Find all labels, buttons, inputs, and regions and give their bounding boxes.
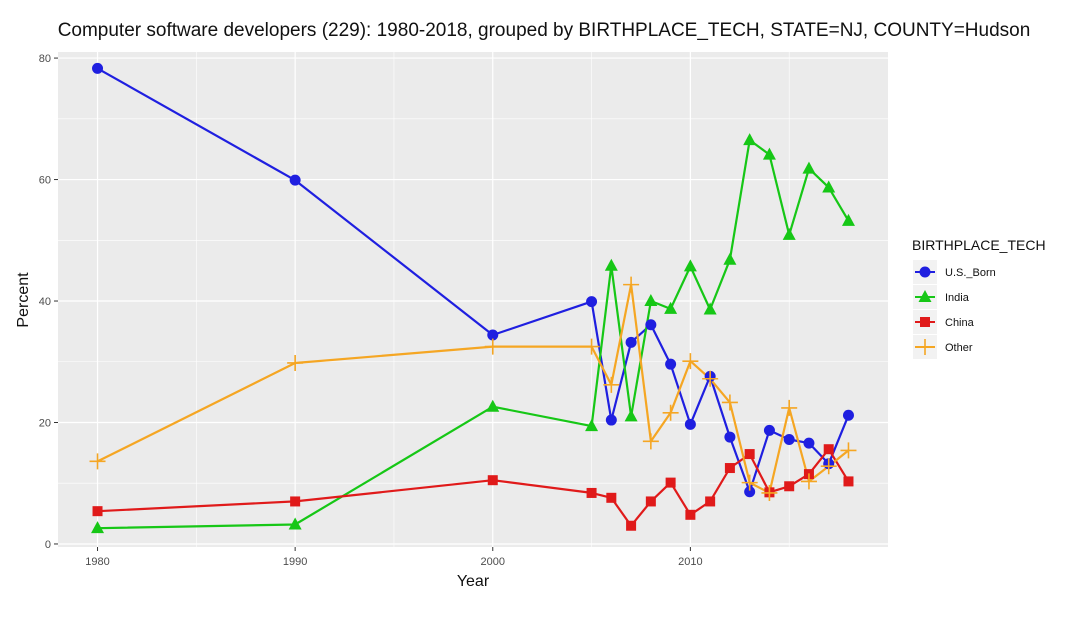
legend-title: BIRTHPLACE_TECH (912, 237, 1046, 253)
data-point-china (843, 476, 854, 487)
data-point-u-s-born (783, 433, 795, 445)
data-point-other (721, 394, 738, 411)
data-point-u-s-born (92, 62, 104, 74)
data-point-other (761, 484, 778, 501)
legend-marker-u-s-born (919, 266, 931, 278)
data-point-other (741, 474, 758, 491)
data-point-india (664, 301, 678, 314)
y-axis: 0 20 40 60 80 (39, 53, 58, 551)
data-point-india (723, 252, 737, 265)
data-point-china (606, 492, 617, 503)
y-axis-title: Percent (15, 272, 32, 328)
x-tick-label: 2000 (481, 556, 505, 568)
legend-label-china: China (945, 317, 975, 329)
data-point-india (288, 517, 302, 530)
data-point-china (586, 487, 597, 498)
data-point-india (782, 227, 796, 240)
data-point-u-s-born (744, 486, 756, 498)
data-point-india (585, 419, 599, 432)
data-point-other (800, 473, 817, 490)
data-point-other (840, 442, 857, 459)
y-tick-label: 20 (39, 417, 51, 429)
data-point-other (583, 338, 600, 355)
data-point-india (703, 302, 717, 315)
data-point-china (724, 463, 735, 474)
data-point-other (623, 276, 640, 293)
data-point-u-s-born (289, 174, 301, 186)
data-point-u-s-born (724, 431, 736, 443)
data-point-u-s-born (842, 409, 854, 421)
data-point-u-s-born (665, 358, 677, 370)
data-point-china (823, 444, 834, 455)
chart-title: Computer software developers (229): 1980… (58, 20, 1031, 41)
data-point-india (802, 161, 816, 174)
x-tick-label: 1990 (283, 556, 307, 568)
data-point-other (662, 404, 679, 421)
data-point-india (841, 213, 855, 226)
data-point-india (624, 409, 638, 422)
data-point-india (91, 521, 105, 534)
data-point-other (682, 353, 699, 370)
legend-label-u-s-born: U.S._Born (945, 267, 996, 279)
data-point-other (287, 354, 304, 371)
data-point-china (290, 496, 301, 507)
data-point-other (89, 453, 106, 470)
y-tick-label: 80 (39, 53, 51, 65)
data-point-china (685, 509, 696, 520)
data-point-u-s-born (803, 437, 815, 449)
data-point-other (642, 433, 659, 450)
data-point-u-s-born (625, 336, 637, 348)
data-point-india (743, 133, 757, 146)
data-point-china (784, 481, 795, 492)
x-tick-label: 2010 (678, 556, 702, 568)
plot-background (58, 52, 888, 547)
data-point-other (702, 370, 719, 387)
data-point-other (781, 399, 798, 416)
y-tick-label: 40 (39, 296, 51, 308)
x-axis: 1980 1990 2000 2010 (85, 547, 703, 568)
legend-label-india: India (945, 292, 970, 304)
data-point-other (603, 376, 620, 393)
legend-marker-other (917, 339, 933, 355)
data-point-u-s-born (763, 424, 775, 436)
y-tick-label: 60 (39, 175, 51, 187)
legend: BIRTHPLACE_TECH U.S._Born India China Other (912, 237, 1046, 359)
data-point-china (92, 506, 103, 517)
x-tick-label: 1980 (85, 556, 109, 568)
data-point-china (645, 496, 656, 507)
legend-label-other: Other (945, 342, 973, 354)
data-point-u-s-born (487, 329, 499, 341)
data-point-china (487, 475, 498, 486)
grid-major (58, 52, 888, 547)
data-point-china (705, 496, 716, 507)
legend-marker-china (920, 317, 930, 327)
data-point-other (484, 338, 501, 355)
data-point-india (604, 258, 618, 271)
data-point-india (486, 399, 500, 412)
y-tick-label: 0 (45, 539, 51, 551)
data-point-india (683, 259, 697, 272)
data-point-china (626, 520, 637, 531)
data-point-u-s-born (586, 296, 598, 308)
data-point-other (820, 458, 837, 475)
x-axis-title: Year (457, 573, 490, 590)
data-point-india (822, 180, 836, 193)
data-point-china (744, 449, 755, 460)
data-point-india (762, 147, 776, 160)
series-markers (89, 62, 857, 534)
data-point-u-s-born (605, 414, 617, 426)
legend-marker-india (918, 290, 932, 302)
data-point-china (665, 477, 676, 488)
data-point-india (644, 294, 658, 307)
data-point-u-s-born (684, 418, 696, 430)
data-point-u-s-born (645, 319, 657, 331)
